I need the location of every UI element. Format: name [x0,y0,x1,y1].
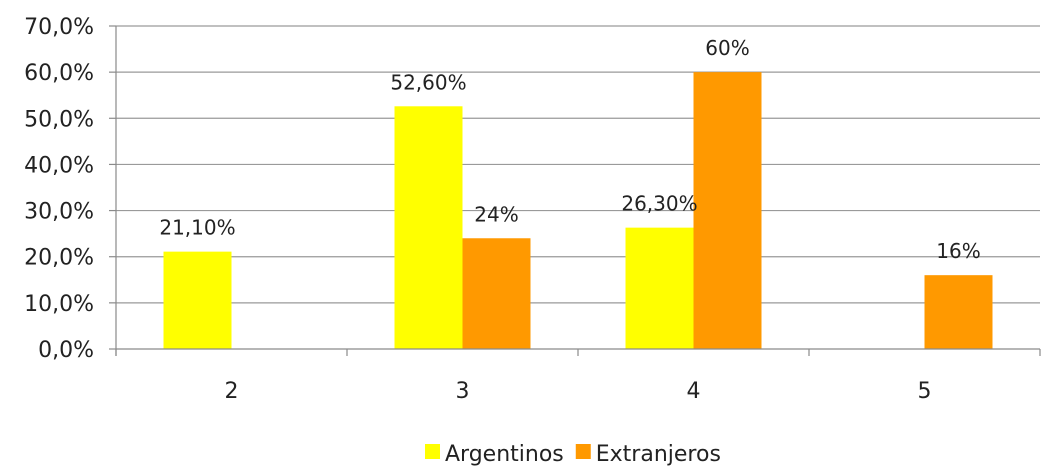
gridlines [116,26,1040,303]
y-tick-label: 10,0% [24,292,94,317]
x-tick-label: 3 [456,379,470,404]
data-label: 60% [705,36,749,60]
legend-swatch-extranjeros [576,444,591,459]
data-label: 26,30% [621,192,697,216]
y-tick-label: 30,0% [24,200,94,225]
bar-extranjeros-4 [694,72,762,349]
data-label: 52,60% [390,70,466,94]
y-tick-label: 20,0% [24,246,94,271]
bar-extranjeros-3 [463,238,531,349]
legend-label-extranjeros: Extranjeros [596,442,721,466]
bar-argentinos-3 [395,106,463,349]
x-tick-label: 5 [918,379,932,404]
legend-swatch-argentinos [425,444,440,459]
y-tick-label: 60,0% [24,61,94,86]
x-tick-label: 4 [687,379,701,404]
y-tick-label: 0,0% [38,338,94,363]
bar-extranjeros-5 [925,275,993,349]
data-label: 16% [936,239,980,263]
legend: Argentinos Extranjeros [425,442,721,466]
bar-argentinos-4 [626,228,694,349]
data-label: 24% [474,202,518,226]
legend-label-argentinos: Argentinos [445,442,564,466]
x-tick-label: 2 [225,379,239,404]
y-tick-label: 40,0% [24,153,94,178]
y-tick-label: 50,0% [24,107,94,132]
y-tick-label: 70,0% [24,15,94,40]
bar-argentinos-2 [164,252,232,349]
data-labels: 21,10% 52,60% 26,30% 24% 60% 16% [159,36,980,263]
data-label: 21,10% [159,216,235,240]
